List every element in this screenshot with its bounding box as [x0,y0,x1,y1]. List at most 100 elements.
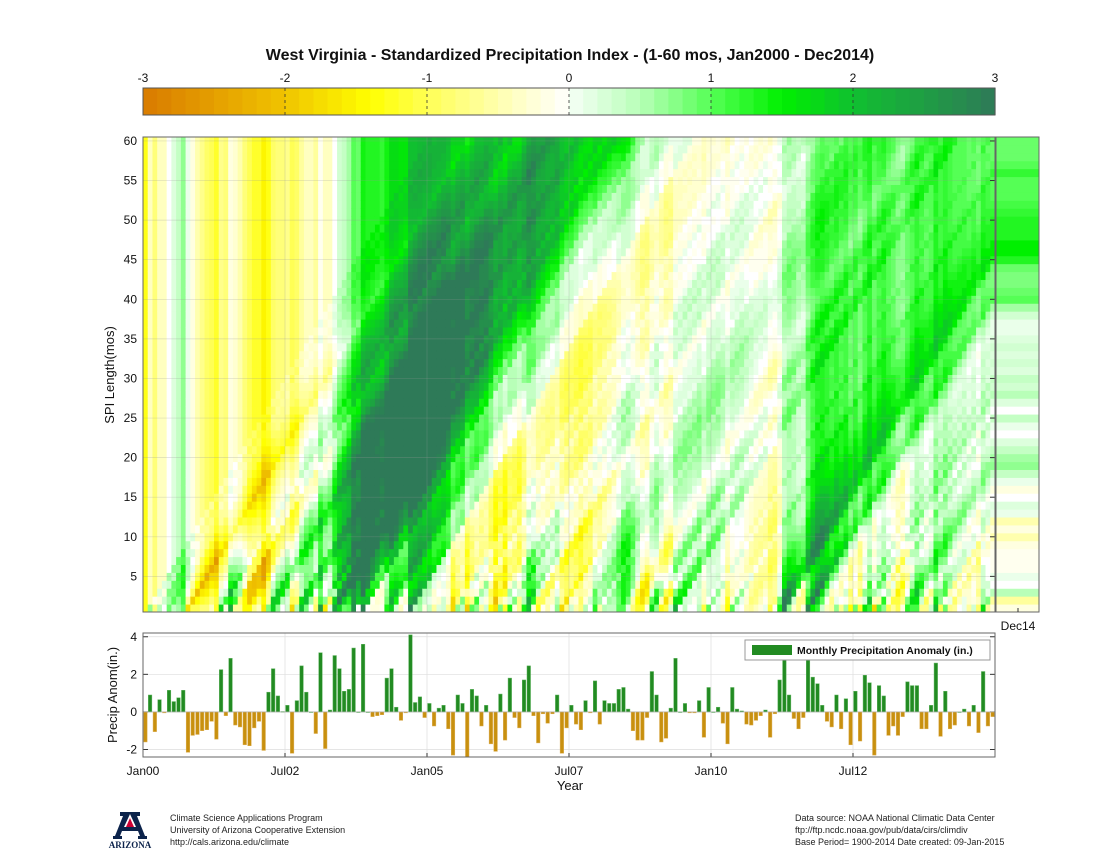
spi-cell [223,239,229,249]
spi-cell [365,390,371,399]
spi-cell [516,477,523,486]
spi-cell [483,429,490,439]
spi-cell [280,144,286,154]
spi-cell [431,382,437,391]
spi-cell [351,152,357,162]
spi-cell [488,184,494,193]
spi-cell [152,263,158,273]
spi-cell [327,588,333,597]
spi-cell [161,469,168,478]
spi-cell [176,216,182,225]
spi-cell [516,287,523,296]
spi-cell [346,604,352,613]
spi-cell [289,572,295,581]
spi-cell [161,224,168,233]
spi-cell [403,540,409,550]
spi-cell [280,540,286,550]
spi-cell [232,596,239,605]
spi-cell [199,200,206,209]
spi-cell [285,247,291,257]
spi-cell [455,192,461,201]
spi-cell [308,382,314,391]
spi-cell [526,279,532,288]
spi-cell [261,327,267,336]
spi-cell [218,192,224,201]
spi-cell [493,398,499,407]
spi-cell [228,160,234,170]
spi-cell [171,382,177,391]
spi-cell [147,485,153,494]
spi-cell [393,358,400,368]
spi-cell [147,287,153,296]
spi-cell [157,461,163,470]
spi-cell [403,469,409,478]
spi-cell [242,255,248,265]
spi-cell [143,501,149,510]
spi-cell [289,532,295,542]
spi-cell [360,390,366,399]
spi-cell [143,588,149,597]
spi-cell [214,453,220,463]
spi-cell [327,509,333,518]
spi-cell [256,406,262,415]
spi-heatmap [143,137,996,613]
spi-cell [327,398,333,407]
spi-cell [232,485,239,494]
spi-cell [450,152,456,162]
spi-cell [507,564,513,573]
spi-cell [365,152,371,162]
spi-cell [214,509,220,518]
spi-cell [275,224,281,233]
spi-cell [190,437,196,447]
spi-cell [507,263,513,273]
spi-cell [516,358,523,368]
spi-cell [289,184,295,193]
spi-cell [436,517,442,526]
spi-cell [228,208,234,217]
spi-cell [493,469,499,478]
spi-cell [379,501,385,510]
spi-cell [204,437,210,447]
spi-cell [261,358,267,368]
spi-cell [441,342,447,352]
spi-cell [318,366,324,375]
spi-cell [474,247,480,257]
spi-cell [360,469,366,478]
spi-cell [285,406,291,415]
spi-cell [327,144,333,154]
spi-cell [346,224,352,233]
spi-cell [303,374,310,383]
spi-cell [299,398,305,407]
spi-cell [493,160,499,170]
spi-cell [166,208,172,217]
spi-cell [356,160,362,170]
spi-cell [185,556,191,565]
spi-cell [502,287,508,296]
spi-cell [195,564,201,573]
spi-cell [180,247,187,257]
spi-cell [360,398,366,407]
spi-cell [516,501,523,510]
spi-cell [441,556,447,565]
spi-cell [322,208,329,217]
spi-cell [209,152,215,162]
spi-cell [232,493,239,502]
spi-cell [161,524,168,534]
spi-cell [256,303,262,312]
spi-cell [379,224,385,233]
spi-cell [232,224,239,233]
spi-cell [270,485,277,494]
spi-cell [157,279,163,288]
spi-cell [379,540,385,550]
spi-cell [417,604,423,613]
spi-cell [479,588,485,597]
spi-cell [403,303,409,312]
spi-cell [450,540,456,550]
spi-cell [223,445,229,455]
spi-cell [356,303,362,312]
spi-cell [464,604,471,613]
spi-cell [294,517,300,526]
spi-cell [275,327,281,336]
spi-cell [185,168,191,178]
spi-cell [389,596,395,605]
